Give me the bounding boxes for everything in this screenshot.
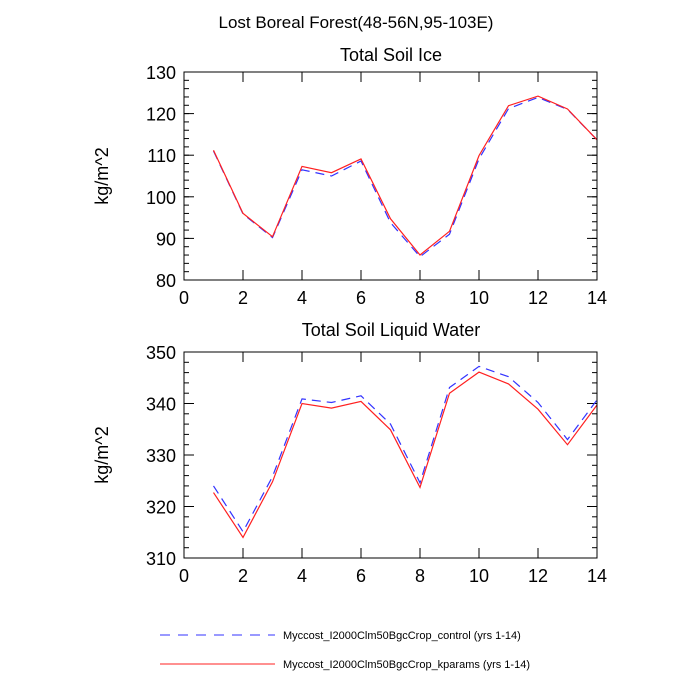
x-tick-label: 0 [179,566,189,586]
y-tick-label: 350 [146,343,176,363]
y-axis-label: kg/m^2 [92,147,112,204]
legend-label-control: Myccost_I2000Clm50BgcCrop_control (yrs 1… [283,630,521,642]
plot-frame [183,71,598,281]
y-tick-label: 130 [146,63,176,83]
x-tick-label: 6 [356,288,366,308]
panel-title: Total Soil Liquid Water [302,320,480,340]
x-tick-label: 12 [528,566,548,586]
y-tick-label: 340 [146,395,176,415]
main-title: Lost Boreal Forest(48-56N,95-103E) [219,13,494,32]
x-tick-label: 10 [469,288,489,308]
panel-0: Total Soil Ice kg/m^2 80 90 100 110 120 130 0 2 4 6… [92,45,607,308]
x-tick-label: 2 [238,288,248,308]
y-tick-label: 90 [156,229,176,249]
series-line-control [212,365,598,533]
legend: Myccost_I2000Clm50BgcCrop_control (yrs 1… [160,630,530,671]
x-tick-label: 12 [528,288,548,308]
y-tick-label: 80 [156,271,176,291]
y-tick-label: 310 [146,549,176,569]
x-tick-label: 6 [356,566,366,586]
x-tick-label: 8 [415,288,425,308]
x-tick-label: 10 [469,566,489,586]
x-tick-label: 2 [238,566,248,586]
x-tick-label: 4 [297,566,307,586]
series-line-kparams [212,95,598,256]
y-tick-label: 120 [146,105,176,125]
panel-title: Total Soil Ice [340,45,442,65]
series-line-control [212,96,598,258]
legend-label-kparams: Myccost_I2000Clm50BgcCrop_kparams (yrs 1… [283,659,530,671]
x-tick-label: 14 [587,566,607,586]
plot-frame [183,351,598,559]
y-tick-label: 330 [146,446,176,466]
x-tick-label: 0 [179,288,189,308]
x-tick-label: 14 [587,288,607,308]
y-tick-label: 320 [146,498,176,518]
series-line-kparams [212,371,598,539]
x-tick-label: 8 [415,566,425,586]
y-axis-label: kg/m^2 [92,426,112,483]
panel-1: Total Soil Liquid Water kg/m^2 310 320 330 34… [92,320,607,586]
y-tick-label: 100 [146,188,176,208]
x-tick-label: 4 [297,288,307,308]
y-tick-label: 110 [147,146,176,166]
